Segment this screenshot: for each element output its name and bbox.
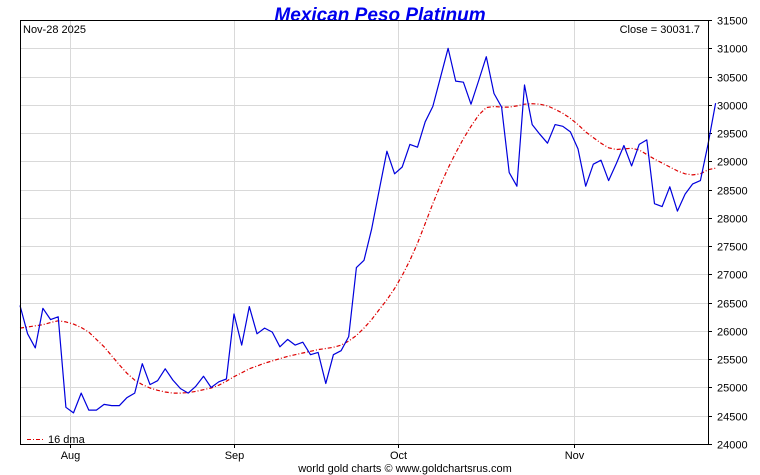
- grid-lines: [20, 20, 708, 444]
- close-label: Close = 30031.7: [620, 24, 700, 36]
- y-tick-label: 28500: [717, 186, 748, 198]
- y-tick-label: 30000: [717, 101, 748, 113]
- x-tick-label: Sep: [225, 450, 245, 462]
- y-tick-label: 24500: [717, 412, 748, 424]
- footer-credit: world gold charts © www.goldchartsrus.co…: [297, 463, 512, 475]
- y-tick-label: 25500: [717, 355, 748, 367]
- y-tick-label: 30500: [717, 73, 748, 85]
- series-price-line: [19, 47, 717, 414]
- date-label: Nov-28 2025: [23, 24, 86, 36]
- plot-frame: [20, 20, 709, 445]
- y-tick-label: 26500: [717, 299, 748, 311]
- x-tick-label: Nov: [565, 450, 585, 462]
- y-tick-label: 31500: [717, 16, 748, 28]
- y-tick-label: 26000: [717, 327, 748, 339]
- legend-dma-label: 16 dma: [48, 434, 86, 446]
- x-tick-label: Aug: [61, 450, 81, 462]
- x-axis: Aug Sep Oct Nov: [61, 444, 585, 462]
- y-tick-label: 28000: [717, 214, 748, 226]
- y-axis: 24000 24500 25000 25500 26000 26500 27000 27500…: [708, 16, 748, 452]
- chart-title: Mexican Peso Platinum: [274, 5, 485, 26]
- x-tick-label: Oct: [390, 450, 407, 462]
- y-tick-label: 27000: [717, 270, 748, 282]
- series-layer: [19, 47, 717, 414]
- y-tick-label: 29000: [717, 157, 748, 169]
- legend: 16 dma: [27, 434, 86, 446]
- y-tick-label: 31000: [717, 44, 748, 56]
- series-16dma-line: [19, 103, 716, 394]
- y-tick-label: 29500: [717, 129, 748, 141]
- y-tick-label: 24000: [717, 440, 748, 452]
- y-tick-label: 27500: [717, 242, 748, 254]
- y-tick-label: 25000: [717, 383, 748, 395]
